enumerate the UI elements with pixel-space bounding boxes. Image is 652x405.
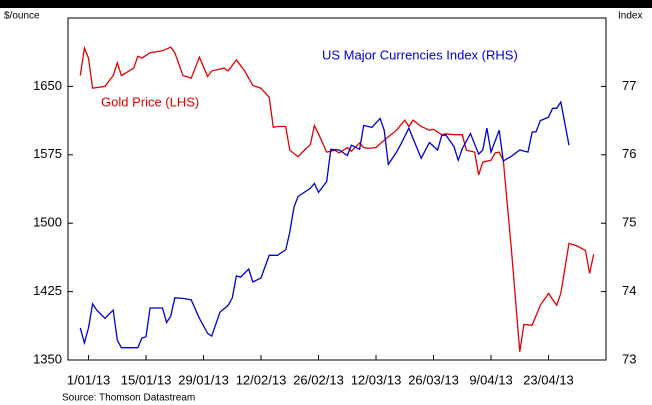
- x-tick-label: 9/04/13: [469, 372, 512, 387]
- y2-tick-label: 77: [622, 78, 636, 93]
- y2-tick-label: 76: [622, 146, 636, 161]
- series-label: Gold Price (LHS): [101, 94, 199, 109]
- y2-tick-label: 73: [622, 351, 636, 366]
- y2-tick-label: 74: [622, 283, 636, 298]
- x-tick-label: 23/04/13: [523, 372, 574, 387]
- y-tick-label: 1500: [33, 215, 62, 230]
- series-line: [79, 45, 595, 352]
- x-tick-label: 26/03/13: [408, 372, 459, 387]
- y-axis-label: $/ounce: [4, 11, 40, 22]
- x-tick-label: 29/01/13: [178, 372, 229, 387]
- plot-frame: [67, 17, 607, 361]
- x-tick-label: 15/01/13: [121, 372, 172, 387]
- x-tick-label: 12/03/13: [351, 372, 402, 387]
- y2-axis-label: Index: [618, 11, 642, 22]
- x-tick-label: 1/01/13: [67, 372, 110, 387]
- y-tick-label: 1650: [33, 78, 62, 93]
- y2-tick-label: 75: [622, 215, 636, 230]
- top-bar: [0, 0, 652, 8]
- y-tick-label: 1575: [33, 146, 62, 161]
- y-tick-label: 1350: [33, 351, 62, 366]
- x-tick-label: 12/02/13: [236, 372, 287, 387]
- series-line: [79, 100, 570, 349]
- y-tick-label: 1425: [33, 283, 62, 298]
- series-label: US Major Currencies Index (RHS): [322, 47, 518, 62]
- source-note: Source: Thomson Datastream: [62, 393, 195, 404]
- x-tick-label: 26/02/13: [293, 372, 344, 387]
